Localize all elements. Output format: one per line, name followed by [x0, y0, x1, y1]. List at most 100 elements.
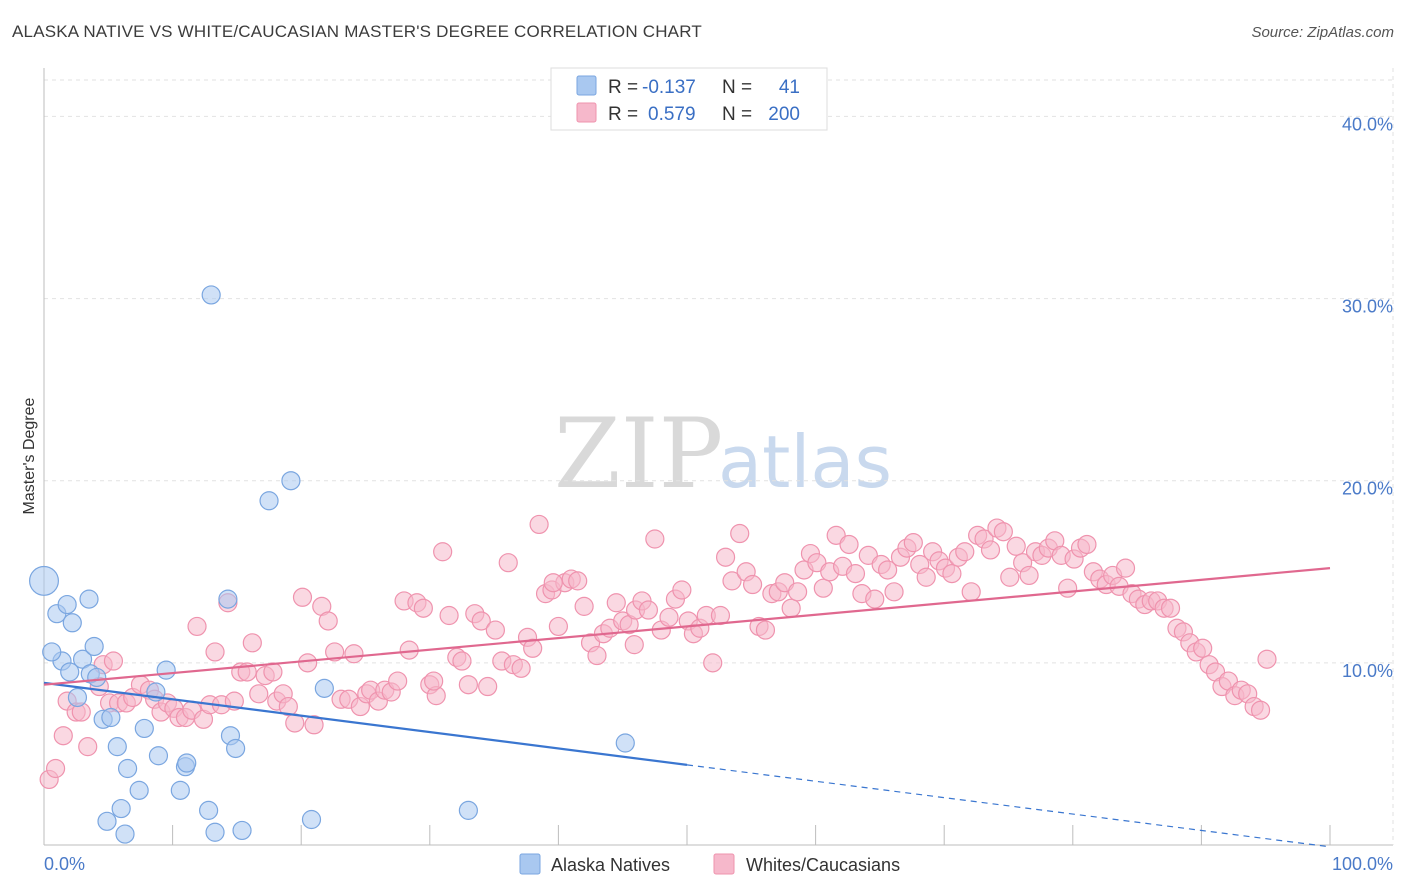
data-point	[60, 662, 80, 682]
data-point	[170, 780, 190, 800]
data-point	[1006, 536, 1026, 556]
data-point	[79, 589, 99, 609]
data-point	[961, 582, 981, 602]
data-points	[29, 285, 1277, 844]
data-point	[199, 800, 219, 820]
data-point	[845, 564, 866, 584]
gridlines	[44, 79, 1395, 664]
bottom-legend-label-alaska: Alaska Natives	[551, 855, 670, 875]
y-tick-labels: 10.0% 20.0% 30.0% 40.0%	[1342, 114, 1393, 680]
data-point	[218, 589, 238, 609]
axes	[43, 68, 1394, 846]
data-point	[606, 593, 626, 613]
data-point	[458, 800, 478, 820]
data-point	[543, 573, 563, 593]
data-point	[624, 635, 644, 655]
legend-r-label: R =	[608, 104, 638, 125]
bottom-legend-label-whites: Whites/Caucasians	[746, 855, 900, 875]
watermark: ZIP atlas	[554, 398, 892, 510]
data-point	[117, 758, 138, 779]
data-point	[1160, 598, 1181, 618]
bottom-legend-swatch-whites	[713, 853, 735, 875]
data-point	[97, 811, 117, 831]
data-point	[129, 780, 149, 800]
data-point	[884, 582, 904, 602]
data-point	[942, 564, 962, 584]
series-whites-caucasians	[39, 514, 1277, 790]
data-point	[325, 642, 345, 662]
trend-line-alaska	[43, 681, 688, 766]
data-point	[1019, 565, 1039, 586]
data-point	[523, 638, 543, 658]
legend-swatch-alaska	[576, 75, 597, 96]
data-point	[993, 522, 1013, 542]
data-point	[1077, 534, 1097, 555]
data-point	[839, 534, 859, 555]
data-point	[980, 540, 1001, 560]
trend-line-alaska-extension	[686, 764, 1331, 848]
data-point	[498, 553, 518, 573]
data-point	[458, 675, 478, 695]
data-point	[568, 571, 588, 591]
series-alaska-natives	[29, 285, 635, 844]
data-point	[84, 636, 104, 657]
legend: R = -0.137 N = 41 R = 0.579 N = 200	[550, 67, 828, 131]
data-point	[471, 611, 491, 631]
data-point	[742, 574, 763, 595]
data-point	[259, 491, 279, 511]
data-point	[57, 594, 77, 615]
data-point	[281, 471, 301, 491]
data-point	[67, 687, 88, 708]
data-point	[478, 676, 498, 697]
x-tick-label: 100.0%	[1332, 854, 1393, 874]
data-point	[298, 653, 318, 673]
data-point	[638, 600, 659, 620]
data-point	[424, 671, 444, 691]
data-point	[263, 662, 283, 682]
data-point	[587, 645, 607, 666]
data-point	[878, 560, 898, 580]
data-point	[413, 598, 433, 618]
data-point	[485, 620, 505, 640]
data-point	[156, 660, 176, 680]
data-point	[703, 653, 723, 673]
legend-swatch-whites	[576, 102, 597, 123]
legend-n-value: 41	[779, 77, 800, 98]
data-point	[249, 684, 269, 704]
data-point	[115, 824, 135, 844]
data-point	[1257, 649, 1277, 669]
data-point	[781, 598, 801, 618]
y-tick-label: 40.0%	[1342, 114, 1393, 134]
data-point	[955, 542, 975, 562]
data-point	[53, 726, 73, 746]
y-tick-label: 20.0%	[1342, 479, 1393, 499]
data-point	[111, 798, 131, 819]
data-point	[452, 651, 472, 671]
chart-title: ALASKA NATIVE VS WHITE/CAUCASIAN MASTER'…	[12, 22, 702, 41]
data-point	[1000, 567, 1020, 587]
data-point	[755, 620, 776, 640]
data-point	[1058, 578, 1078, 598]
data-point	[439, 605, 459, 626]
data-point	[916, 567, 936, 587]
data-point	[813, 578, 833, 598]
data-point	[615, 733, 635, 753]
data-point	[433, 542, 453, 562]
data-point	[42, 642, 62, 662]
legend-n-label: N =	[722, 77, 752, 98]
data-point	[903, 533, 923, 553]
y-tick-label: 30.0%	[1342, 297, 1393, 317]
data-point	[304, 715, 324, 735]
data-point	[529, 514, 549, 535]
watermark-zip: ZIP	[554, 398, 723, 510]
data-point	[1115, 558, 1136, 578]
data-point	[232, 820, 252, 841]
legend-n-value: 200	[768, 104, 800, 125]
trend-lines	[43, 567, 1331, 848]
data-point	[134, 718, 154, 739]
data-point	[45, 758, 66, 779]
trend-line-whites	[43, 567, 1331, 686]
data-point	[242, 633, 262, 653]
data-point	[103, 651, 124, 671]
